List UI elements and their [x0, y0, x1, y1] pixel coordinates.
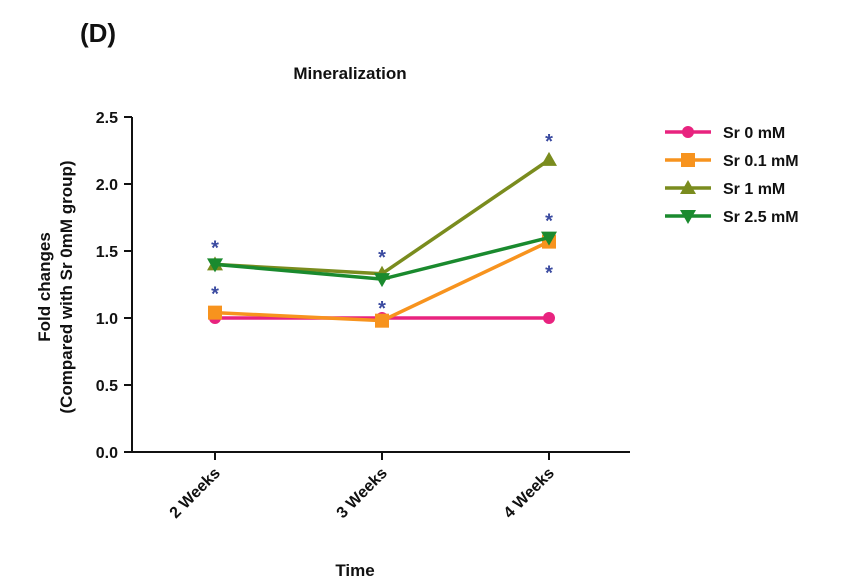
legend-marker	[680, 180, 696, 194]
legend-item: Sr 2.5 mM	[665, 209, 799, 226]
data-point	[374, 273, 390, 288]
y-axis-label-line2: (Compared with Sr 0mM group)	[57, 160, 76, 413]
significance-marker: *	[211, 283, 219, 305]
data-point	[208, 305, 222, 320]
x-tick-label: 3 Weeks	[334, 465, 391, 522]
legend-marker	[681, 153, 695, 167]
data-point	[375, 313, 389, 328]
x-axis-label: Time	[335, 561, 374, 580]
significance-marker: *	[545, 263, 553, 285]
panel-label: (D)	[80, 18, 116, 48]
legend-label: Sr 2.5 mM	[723, 209, 799, 226]
significance-marker: *	[378, 298, 386, 320]
data-point	[541, 151, 557, 166]
legend-label: Sr 1 mM	[723, 181, 785, 198]
significance-marker: *	[211, 237, 219, 259]
y-tick-label: 0.0	[96, 445, 118, 462]
y-tick-label: 1.0	[96, 311, 118, 328]
legend-marker	[680, 210, 696, 224]
series-layer: * * * * * * *	[207, 131, 557, 328]
data-point	[541, 231, 557, 246]
significance-marker: *	[378, 247, 386, 269]
significance-marker: *	[545, 131, 553, 153]
y-tick-label: 1.5	[96, 244, 118, 261]
series-sr-2-5-mm	[207, 231, 557, 288]
legend-item: Sr 0.1 mM	[665, 153, 799, 170]
y-tick-label: 2.0	[96, 177, 118, 194]
x-tick-label: 4 Weeks	[501, 465, 558, 522]
data-point	[543, 312, 555, 324]
legend-item: Sr 1 mM	[665, 180, 785, 198]
legend: Sr 0 mM Sr 0.1 mM Sr 1 mM Sr 2.5 mM	[665, 125, 799, 226]
legend-item: Sr 0 mM	[665, 125, 785, 142]
significance-marker: *	[545, 211, 553, 233]
x-tick-label: 2 Weeks	[167, 465, 224, 522]
y-axis-label-line1: Fold changes	[35, 232, 54, 342]
significance-stars: * * * * * * *	[211, 131, 553, 320]
y-tick-label: 0.5	[96, 378, 118, 395]
y-axis-title: Fold changes (Compared with Sr 0mM group…	[35, 160, 76, 413]
chart-title: Mineralization	[293, 64, 406, 83]
legend-label: Sr 0.1 mM	[723, 153, 799, 170]
legend-marker	[682, 126, 694, 138]
y-tick-label: 2.5	[96, 110, 118, 127]
legend-label: Sr 0 mM	[723, 125, 785, 142]
data-point	[207, 258, 223, 273]
